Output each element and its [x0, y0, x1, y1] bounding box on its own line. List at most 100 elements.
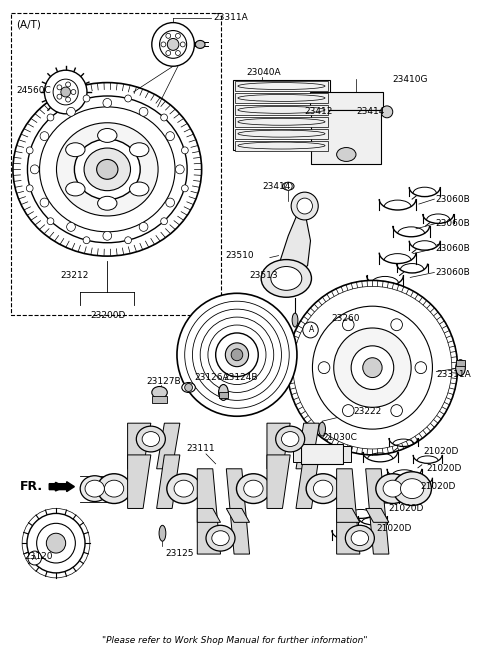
Ellipse shape: [206, 525, 235, 551]
Ellipse shape: [97, 474, 131, 504]
Ellipse shape: [136, 426, 165, 452]
Ellipse shape: [13, 83, 202, 256]
Ellipse shape: [195, 41, 205, 48]
Bar: [235, 105, 328, 115]
Circle shape: [30, 165, 39, 174]
Ellipse shape: [130, 182, 149, 196]
Circle shape: [291, 192, 318, 220]
Circle shape: [415, 362, 427, 373]
Circle shape: [176, 50, 180, 56]
Text: 21030C: 21030C: [322, 432, 357, 441]
Polygon shape: [267, 423, 290, 469]
Polygon shape: [278, 201, 311, 280]
Polygon shape: [296, 455, 319, 508]
Circle shape: [83, 236, 90, 244]
Circle shape: [26, 147, 33, 154]
Ellipse shape: [80, 476, 109, 502]
Circle shape: [161, 217, 168, 225]
Circle shape: [139, 107, 148, 117]
Text: 23414: 23414: [262, 181, 290, 191]
Text: 23222: 23222: [353, 407, 381, 416]
Circle shape: [208, 325, 266, 384]
Ellipse shape: [182, 383, 195, 392]
Circle shape: [40, 198, 49, 207]
Circle shape: [391, 405, 402, 417]
Text: 23125: 23125: [165, 549, 194, 557]
Circle shape: [152, 23, 194, 66]
Text: 23513: 23513: [250, 271, 278, 280]
Text: 23212: 23212: [61, 271, 89, 280]
Text: 24560C: 24560C: [16, 86, 51, 94]
Circle shape: [125, 236, 132, 244]
Text: 21020D: 21020D: [424, 447, 459, 457]
Ellipse shape: [400, 479, 424, 498]
Circle shape: [288, 280, 457, 455]
Circle shape: [216, 333, 258, 377]
Text: "Please refer to Work Shop Manual for further information": "Please refer to Work Shop Manual for fu…: [102, 636, 368, 645]
Polygon shape: [336, 469, 360, 554]
Circle shape: [181, 185, 188, 192]
Circle shape: [44, 70, 87, 114]
Circle shape: [40, 132, 49, 141]
Text: A: A: [309, 326, 314, 335]
Polygon shape: [156, 455, 180, 508]
Text: 23124B: 23124B: [223, 373, 258, 382]
Circle shape: [47, 217, 54, 225]
Bar: [152, 396, 168, 403]
Polygon shape: [267, 455, 290, 508]
Circle shape: [176, 165, 184, 174]
Bar: [235, 81, 328, 91]
Circle shape: [342, 405, 354, 417]
Ellipse shape: [237, 474, 270, 504]
Circle shape: [166, 132, 175, 141]
Text: 23127B: 23127B: [146, 377, 180, 386]
Circle shape: [47, 533, 66, 553]
Text: (A/T): (A/T): [16, 20, 41, 29]
Text: FR.: FR.: [20, 480, 43, 493]
Ellipse shape: [218, 384, 228, 400]
Circle shape: [67, 107, 75, 117]
Bar: [312, 110, 381, 164]
Circle shape: [103, 231, 112, 240]
Text: 21020D: 21020D: [388, 504, 423, 513]
Ellipse shape: [336, 147, 356, 161]
Circle shape: [161, 42, 166, 47]
Circle shape: [67, 223, 75, 231]
Polygon shape: [366, 469, 389, 554]
Bar: [235, 128, 328, 139]
Ellipse shape: [66, 182, 85, 196]
Text: 23311A: 23311A: [214, 13, 249, 22]
Ellipse shape: [383, 480, 402, 497]
Ellipse shape: [244, 480, 263, 497]
Ellipse shape: [66, 143, 85, 157]
Bar: [235, 93, 328, 103]
Ellipse shape: [292, 313, 298, 327]
Text: 23060B: 23060B: [435, 244, 470, 253]
Text: 21020D: 21020D: [376, 524, 412, 533]
Bar: [310, 92, 383, 110]
Polygon shape: [128, 455, 151, 508]
Ellipse shape: [152, 386, 168, 398]
Ellipse shape: [85, 480, 104, 497]
Ellipse shape: [142, 432, 159, 447]
Circle shape: [334, 328, 411, 407]
Circle shape: [180, 42, 185, 47]
Circle shape: [27, 514, 85, 573]
Circle shape: [176, 33, 180, 38]
Ellipse shape: [282, 182, 294, 190]
Bar: [293, 446, 301, 462]
Circle shape: [53, 79, 78, 105]
Text: 23260: 23260: [332, 314, 360, 322]
Circle shape: [351, 346, 394, 390]
Circle shape: [185, 384, 192, 392]
Circle shape: [159, 31, 187, 58]
Text: 23040A: 23040A: [247, 67, 281, 77]
Polygon shape: [226, 508, 250, 522]
Ellipse shape: [306, 474, 340, 504]
Text: 23060B: 23060B: [435, 268, 470, 277]
Circle shape: [177, 293, 297, 416]
Bar: [233, 80, 330, 149]
Bar: [235, 117, 328, 126]
Circle shape: [47, 114, 54, 121]
Text: 23414: 23414: [356, 107, 384, 117]
